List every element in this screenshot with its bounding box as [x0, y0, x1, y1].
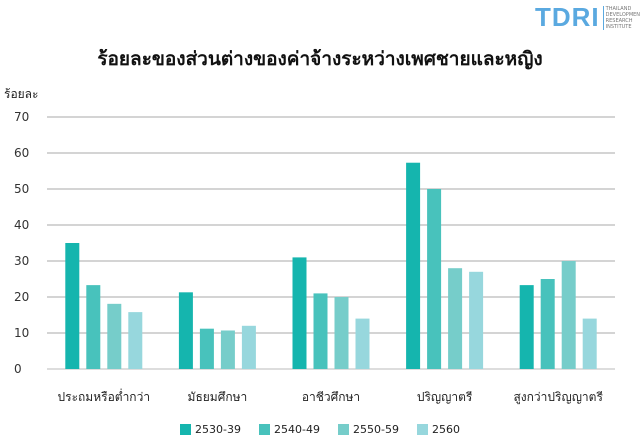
legend-swatch: [259, 424, 271, 435]
legend-swatch: [416, 424, 428, 435]
legend-item: 2560: [416, 423, 460, 436]
x-tick-label: ปริญญาตรี: [417, 390, 473, 404]
legend-item: 2530-39: [180, 423, 241, 436]
tdri-logo: TDRI THAILAND DEVELOPMENT RESEARCH INSTIT…: [535, 2, 640, 33]
legend-label: 2540-49: [274, 423, 320, 436]
y-tick-label: 70: [14, 110, 29, 124]
y-axis-label: ร้อยละ: [4, 87, 39, 101]
bar-2560: [582, 318, 597, 369]
legend-label: 2560: [431, 423, 460, 436]
legend: 2530-39 2540-49 2550-59 2560: [0, 423, 640, 436]
bar-2530-39: [65, 243, 80, 369]
logo-text: TDRI: [535, 2, 600, 32]
legend-swatch: [180, 424, 192, 435]
x-tick-label: มัธยมศึกษา: [188, 390, 248, 404]
y-tick-label: 20: [14, 290, 29, 304]
bar-2550-59: [561, 261, 576, 369]
bar-2540-49: [199, 328, 214, 369]
y-tick-label: 50: [14, 182, 29, 196]
x-tick-label: อาชีวศึกษา: [302, 390, 360, 404]
y-tick-label: 30: [14, 254, 29, 268]
bar-2560: [128, 312, 143, 369]
bar-2560: [241, 325, 256, 369]
bar-2530-39: [406, 162, 421, 369]
bar-2560: [469, 271, 484, 369]
bar-2530-39: [519, 285, 534, 369]
bar-2550-59: [334, 297, 349, 369]
bar-2530-39: [292, 257, 307, 369]
bar-2540-49: [86, 285, 101, 369]
logo-subtitle: THAILAND DEVELOPMENT RESEARCH INSTITUTE: [602, 5, 640, 30]
legend-label: 2530-39: [195, 423, 242, 436]
chart-title: ร้อยละของส่วนต่างของค่าจ้างระหว่างเพศชาย…: [97, 48, 543, 70]
legend-swatch: [337, 424, 349, 435]
legend-item: 2550-59: [337, 423, 399, 436]
bar-2560: [355, 318, 370, 369]
bar-2530-39: [178, 292, 193, 369]
bar-2550-59: [107, 303, 122, 369]
y-tick-label: 40: [14, 218, 29, 232]
legend-label: 2550-59: [352, 423, 399, 436]
y-tick-label: 0: [14, 362, 22, 376]
bar-2540-49: [313, 293, 328, 369]
y-tick-label: 10: [14, 326, 29, 340]
legend-item: 2540-49: [259, 423, 320, 436]
x-tick-label: ประถมหรือต่ำกว่า: [58, 388, 151, 404]
x-tick-label: สูงกว่าปริญญาตรี: [513, 390, 603, 405]
bar-2550-59: [448, 268, 463, 369]
y-tick-label: 60: [14, 146, 29, 160]
bar-2550-59: [220, 330, 235, 369]
bar-2540-49: [427, 189, 442, 369]
bar-2540-49: [540, 279, 555, 369]
